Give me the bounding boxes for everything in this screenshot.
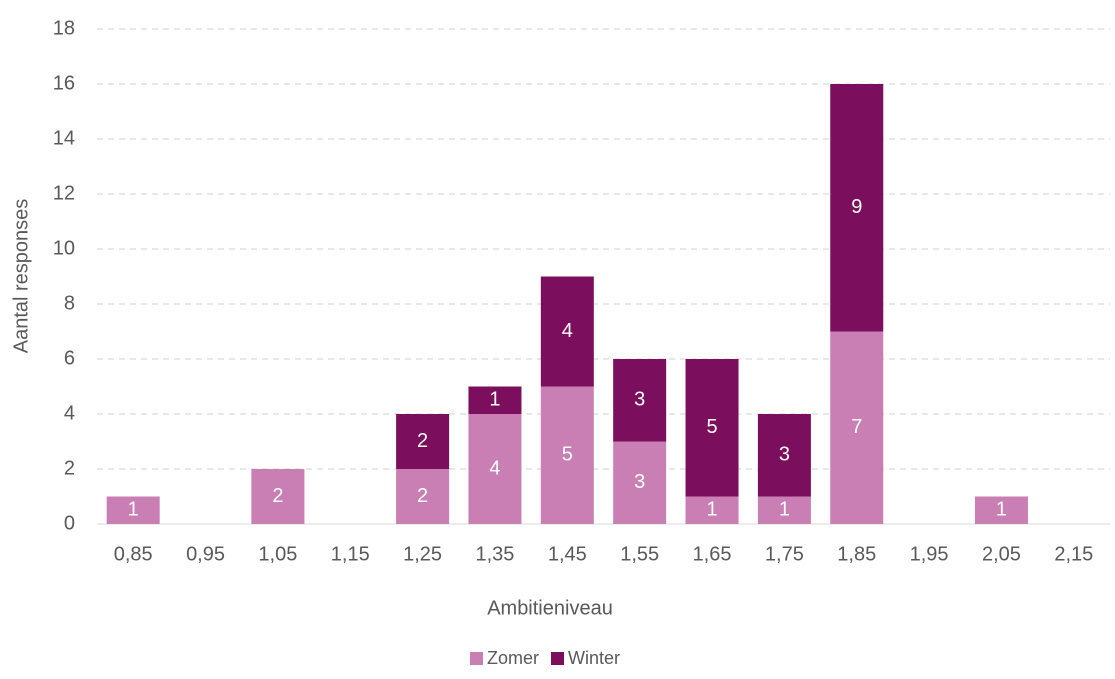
data-label: 1	[489, 389, 500, 411]
bar-segment	[396, 469, 450, 524]
data-label: 3	[634, 389, 645, 411]
data-label: 5	[562, 444, 573, 466]
x-tick-label: 1,65	[693, 543, 732, 565]
bar-segment	[757, 496, 811, 524]
bar-segment	[106, 496, 160, 524]
data-label: 3	[634, 471, 645, 493]
bar-segment	[974, 496, 1028, 524]
data-label: 1	[128, 499, 139, 521]
x-tick-label: 1,95	[910, 543, 949, 565]
bar-segment	[251, 469, 305, 524]
y-tick-label: 10	[53, 237, 75, 259]
x-tick-label: 2,05	[982, 543, 1021, 565]
y-axis-label: Aantal responses	[10, 199, 32, 354]
data-label: 4	[489, 457, 500, 479]
x-tick-label: 1,15	[331, 543, 370, 565]
y-tick-label: 0	[64, 512, 75, 534]
legend-swatch	[551, 652, 565, 665]
x-tick-label: 1,85	[837, 543, 876, 565]
data-label: 9	[851, 196, 862, 218]
y-tick-label: 4	[64, 402, 75, 424]
y-tick-label: 6	[64, 347, 75, 369]
bar-segment	[468, 414, 522, 524]
legend-swatch	[470, 652, 483, 665]
x-tick-label: 1,55	[620, 543, 659, 565]
y-tick-label: 12	[53, 182, 75, 204]
data-label: 7	[851, 416, 862, 438]
data-label: 1	[706, 499, 717, 521]
legend-label: Zomer	[487, 648, 539, 668]
y-tick-label: 2	[64, 457, 75, 479]
x-tick-label: 1,05	[258, 543, 297, 565]
x-tick-label: 1,75	[765, 543, 804, 565]
bar-segment	[830, 84, 884, 332]
bar-segment	[396, 414, 450, 469]
data-label: 1	[779, 499, 790, 521]
y-tick-label: 14	[53, 127, 75, 149]
data-label: 5	[706, 416, 717, 438]
bar-segment	[830, 331, 884, 524]
bar-segment	[685, 496, 739, 524]
data-label: 1	[996, 499, 1007, 521]
y-tick-label: 16	[53, 72, 75, 94]
x-tick-label: 1,45	[548, 543, 587, 565]
y-tick-label: 18	[53, 17, 75, 39]
bar-segment	[685, 359, 739, 497]
y-tick-label: 8	[64, 292, 75, 314]
data-label: 2	[272, 485, 283, 507]
x-tick-label: 1,25	[403, 543, 442, 565]
bar-segment	[613, 359, 667, 442]
data-label: 2	[417, 430, 428, 452]
bar-segment	[468, 386, 522, 414]
data-label: 3	[779, 444, 790, 466]
x-axis-label: Ambitieniveau	[487, 597, 613, 619]
legend-label: Winter	[568, 648, 620, 668]
x-tick-label: 0,95	[186, 543, 225, 565]
x-tick-label: 1,35	[475, 543, 514, 565]
bar-segment	[540, 276, 594, 387]
bar-segment	[540, 386, 594, 524]
data-label: 2	[417, 485, 428, 507]
data-label: 4	[562, 320, 573, 342]
x-tick-label: 2,15	[1054, 543, 1093, 565]
x-tick-label: 0,85	[114, 543, 153, 565]
bar-segment	[757, 414, 811, 497]
bar-segment	[613, 441, 667, 524]
